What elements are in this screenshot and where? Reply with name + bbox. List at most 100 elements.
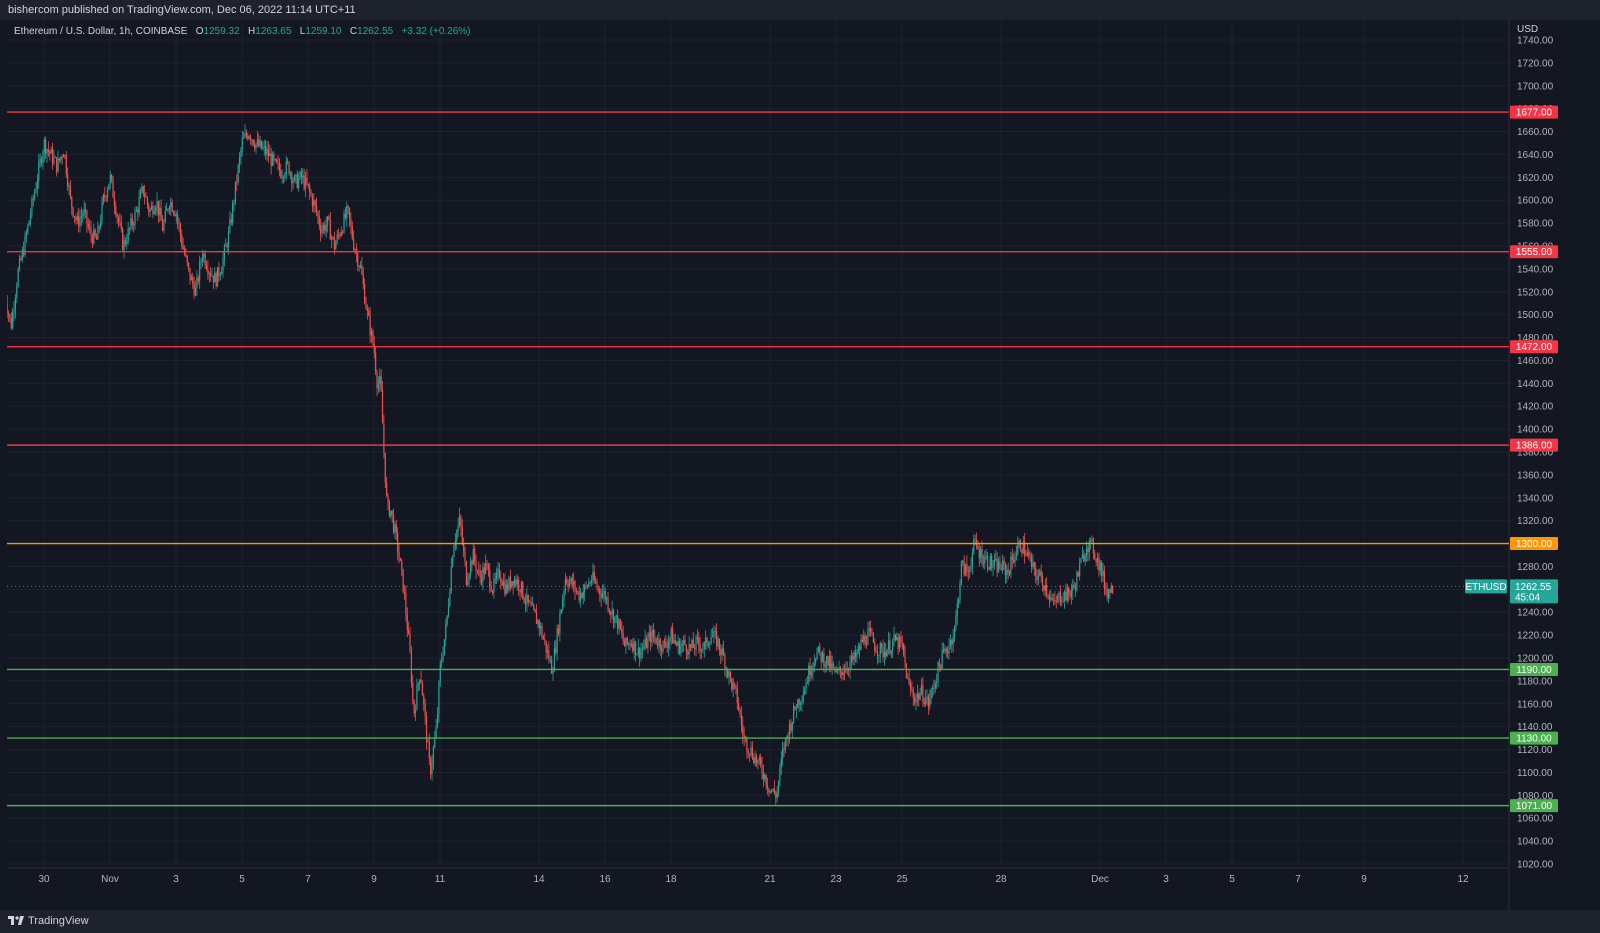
time-tick-label: 9: [1361, 874, 1367, 885]
candle-body: [186, 255, 188, 263]
candle-body: [501, 581, 503, 586]
candle-body: [282, 177, 285, 178]
price-tick-label: 1700.00: [1517, 81, 1554, 92]
candle-body: [111, 174, 113, 180]
level-price-label: 1677.00: [1516, 108, 1553, 119]
candle-body: [632, 643, 634, 652]
candle-body: [208, 273, 210, 275]
candle-body: [168, 207, 170, 211]
candle-body: [1081, 554, 1083, 559]
candle-body: [486, 562, 488, 565]
candle-body: [14, 297, 16, 310]
candle-body: [816, 651, 818, 660]
candle-body: [942, 649, 945, 652]
candle-body: [325, 225, 327, 231]
candle-body: [1032, 562, 1034, 567]
candle-body: [720, 649, 722, 655]
candle-body: [73, 216, 76, 218]
candle-body: [314, 200, 316, 205]
candle-body: [1087, 548, 1089, 553]
candle-body: [619, 619, 621, 630]
candle-body: [1026, 552, 1028, 556]
low-value: 1259.10: [305, 26, 342, 37]
candle-body: [90, 228, 92, 237]
candle-body: [988, 567, 990, 570]
candle-body: [500, 577, 502, 582]
candle-body: [1030, 557, 1033, 567]
candle-body: [350, 218, 352, 226]
candle-body: [832, 663, 835, 667]
candle-body: [361, 265, 363, 275]
candle-body: [57, 158, 59, 172]
candle-body: [10, 317, 12, 329]
candle-body: [464, 550, 466, 562]
candle-body: [1079, 563, 1081, 577]
candle-body: [443, 639, 445, 655]
candle-body: [150, 205, 153, 210]
candle-body: [1024, 541, 1026, 556]
time-tick-label: 7: [1295, 874, 1301, 885]
candle-body: [790, 723, 792, 731]
candle-body: [313, 200, 315, 206]
candle-body: [883, 651, 885, 657]
price-tick-label: 1320.00: [1517, 516, 1554, 527]
candle-body: [637, 647, 639, 655]
candle-body: [821, 652, 824, 662]
candle-body: [823, 652, 825, 667]
chart-area[interactable]: USD 1020.00 1040.00 1060.00 1080.00 1100.00 11…: [6, 20, 1600, 910]
candle-body: [216, 267, 219, 287]
price-tick-label: 1100.00: [1517, 768, 1553, 779]
candle-body: [824, 664, 826, 667]
candle-body: [83, 208, 85, 215]
time-tick-label: 7: [305, 874, 311, 885]
candle-body: [975, 538, 978, 547]
candle-body: [68, 185, 70, 187]
candle-body: [735, 685, 737, 689]
candle-body: [614, 616, 616, 624]
price-tick-label: 1200.00: [1517, 654, 1554, 665]
price-tick-label: 1460.00: [1517, 356, 1554, 367]
candle-body: [923, 702, 925, 704]
candle-body: [1061, 601, 1063, 603]
candle-body: [625, 637, 627, 647]
candle-body: [669, 637, 671, 642]
candle-body: [989, 555, 991, 570]
candle-body: [203, 253, 205, 258]
candle-body: [502, 581, 505, 586]
candle-body: [555, 648, 557, 653]
publish-header: bishercom published on TradingView.com, …: [0, 0, 1600, 20]
candle-body: [35, 188, 37, 193]
candle-body: [966, 564, 968, 572]
price-tick-label: 1440.00: [1517, 379, 1554, 390]
price-chart[interactable]: USD 1020.00 1040.00 1060.00 1080.00 1100.00 11…: [6, 20, 1600, 910]
candle-body: [951, 639, 953, 645]
price-tick-label: 1060.00: [1517, 814, 1554, 825]
candle-body: [743, 735, 745, 738]
candle-body: [408, 630, 410, 635]
price-axis[interactable]: [1509, 20, 1600, 910]
candle-body: [782, 748, 784, 759]
candle-body: [896, 637, 898, 641]
candle-body: [421, 682, 423, 696]
candle-body: [252, 139, 254, 145]
candle-body: [689, 644, 692, 648]
candle-body: [783, 748, 785, 750]
candle-body: [713, 631, 715, 637]
candle-body: [58, 158, 60, 161]
candle-body: [309, 185, 311, 192]
candle-body: [20, 258, 22, 260]
candle-body: [447, 605, 450, 616]
candle-body: [538, 620, 540, 629]
candle-body: [284, 174, 286, 178]
candle-body: [1106, 589, 1108, 599]
candle-body: [865, 644, 868, 646]
candle-body: [531, 604, 533, 606]
candle-body: [907, 677, 909, 679]
candle-body: [729, 671, 731, 679]
tradingview-brand[interactable]: TradingView: [8, 915, 89, 927]
candle-body: [188, 262, 190, 269]
candle-body: [358, 266, 360, 268]
candle-body: [472, 549, 474, 565]
candle-body: [212, 275, 214, 283]
candle-body: [648, 632, 650, 638]
